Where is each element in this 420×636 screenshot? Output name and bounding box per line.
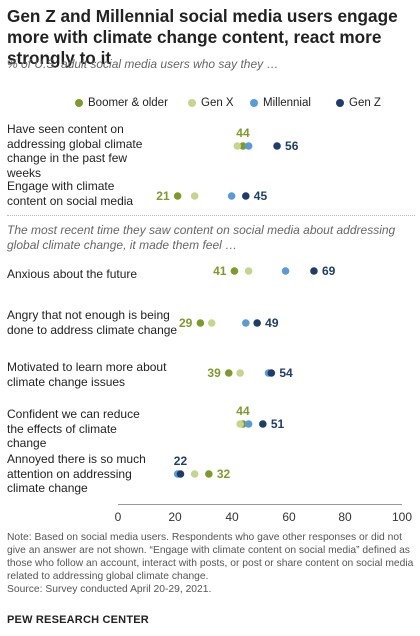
dot-gen-z bbox=[253, 319, 261, 327]
x-tick-label: 60 bbox=[282, 510, 296, 524]
x-tick-label: 20 bbox=[168, 510, 182, 524]
data-label: 44 bbox=[236, 126, 250, 140]
dot-gen-x bbox=[236, 420, 244, 428]
legend-swatch bbox=[336, 99, 344, 107]
row-label-anxious: Anxious about the future bbox=[7, 267, 138, 281]
legend-item-genx: Gen X bbox=[188, 97, 234, 109]
legend-swatch bbox=[250, 99, 258, 107]
dot-boomer-older bbox=[173, 192, 182, 200]
legend-label: Gen X bbox=[201, 97, 234, 109]
chart-title: Gen Z and Millennial social media users … bbox=[7, 6, 398, 68]
data-label: 44 bbox=[236, 404, 250, 418]
dot-gen-z bbox=[267, 369, 276, 377]
dot-gen-z bbox=[310, 267, 318, 275]
dot-boomer-older bbox=[196, 319, 205, 327]
dot-gen-x bbox=[190, 470, 199, 478]
row-label-motivated: Motivated to learn more about climate ch… bbox=[7, 360, 167, 389]
data-label: 56 bbox=[285, 139, 299, 153]
dot-millennial bbox=[242, 319, 250, 327]
legend-label: Millennial bbox=[263, 97, 311, 109]
dot-gen-z bbox=[242, 192, 250, 200]
row-label-annoyed: Annoyed there is so much attention on ad… bbox=[7, 452, 146, 495]
dot-gen-x bbox=[244, 267, 253, 275]
dot-millennial bbox=[244, 420, 253, 428]
data-label: 39 bbox=[207, 366, 221, 380]
dot-boomer-older bbox=[239, 142, 247, 150]
row-label-seen-content: Have seen content on addressing global c… bbox=[7, 122, 143, 180]
legend-label: Boomer & older bbox=[88, 97, 168, 109]
data-label: 21 bbox=[156, 189, 170, 203]
data-label: 45 bbox=[254, 189, 268, 203]
dot-millennial bbox=[244, 142, 253, 150]
data-label: 32 bbox=[217, 467, 231, 481]
dot-gen-z bbox=[259, 420, 267, 428]
dot-millennial bbox=[227, 192, 236, 200]
dot-gen-x bbox=[236, 369, 244, 377]
dot-boomer-older bbox=[230, 267, 239, 275]
x-axis-line bbox=[118, 504, 402, 505]
legend-item-boomer: Boomer & older bbox=[75, 97, 168, 109]
legend-swatch bbox=[75, 99, 83, 107]
dot-gen-x bbox=[207, 319, 216, 327]
data-label: 51 bbox=[271, 417, 285, 431]
dot-gen-z bbox=[176, 470, 185, 478]
data-label: 41 bbox=[213, 264, 227, 278]
dot-millennial bbox=[281, 267, 290, 275]
chart-subtitle: % of U.S. adult social media users who s… bbox=[7, 57, 279, 71]
dot-gen-x bbox=[233, 142, 242, 150]
x-tick-label: 100 bbox=[391, 510, 413, 524]
legend-label: Gen Z bbox=[349, 97, 381, 109]
note-text: Note: Based on social media users. Respo… bbox=[7, 532, 414, 582]
source-text: Source: Survey conducted April 20-29, 20… bbox=[7, 584, 212, 595]
dot-gen-x bbox=[190, 192, 199, 200]
section-note: The most recent time they saw content on… bbox=[7, 223, 396, 252]
data-label: 22 bbox=[174, 454, 188, 468]
row-label-angry: Angry that not enough is being done to a… bbox=[7, 308, 178, 337]
dot-boomer-older bbox=[224, 369, 233, 377]
data-label: 69 bbox=[322, 264, 336, 278]
legend-swatch bbox=[188, 99, 196, 107]
dot-gen-z bbox=[273, 142, 281, 150]
section-divider bbox=[7, 215, 415, 216]
data-label: 49 bbox=[265, 316, 279, 330]
x-tick-label: 40 bbox=[225, 510, 239, 524]
footnote: Note: Based on social media users. Respo… bbox=[7, 531, 417, 596]
data-label: 54 bbox=[279, 366, 293, 380]
row-label-confident: Confident we can reduce the effects of c… bbox=[7, 407, 140, 450]
x-tick-label: 0 bbox=[114, 510, 122, 524]
legend-item-millennial: Millennial bbox=[250, 97, 311, 109]
x-tick-label: 80 bbox=[338, 510, 352, 524]
data-label: 29 bbox=[179, 316, 193, 330]
org-credit: PEW RESEARCH CENTER bbox=[7, 614, 149, 626]
dot-boomer-older bbox=[205, 470, 213, 478]
legend-item-genz: Gen Z bbox=[336, 97, 381, 109]
row-label-engage: Engage with climate content on social me… bbox=[7, 179, 134, 208]
